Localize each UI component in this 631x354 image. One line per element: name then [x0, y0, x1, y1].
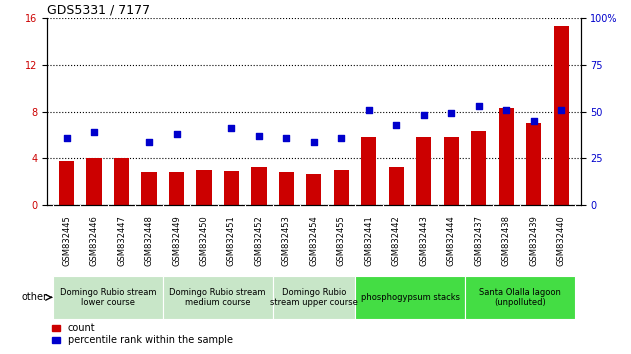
Text: GDS5331 / 7177: GDS5331 / 7177: [47, 4, 150, 17]
Point: [336, 135, 346, 141]
Bar: [224, 171, 239, 205]
Bar: [141, 172, 156, 205]
Bar: [86, 159, 102, 205]
Text: GSM832452: GSM832452: [254, 215, 264, 266]
Bar: [444, 137, 459, 205]
Bar: [355, 276, 465, 319]
Bar: [196, 170, 211, 205]
Bar: [526, 123, 541, 205]
Bar: [334, 170, 349, 205]
Point: [172, 131, 182, 137]
Bar: [169, 172, 184, 205]
Bar: [554, 26, 569, 205]
Bar: [389, 167, 404, 205]
Text: GSM832445: GSM832445: [62, 215, 71, 266]
Text: Domingo Rubio stream
medium course: Domingo Rubio stream medium course: [170, 288, 266, 307]
Text: Domingo Rubio stream
lower course: Domingo Rubio stream lower course: [59, 288, 156, 307]
Bar: [114, 159, 129, 205]
Text: GSM832455: GSM832455: [337, 215, 346, 266]
Bar: [273, 276, 355, 319]
Text: GSM832449: GSM832449: [172, 215, 181, 266]
Point: [61, 135, 71, 141]
Point: [557, 107, 567, 113]
Bar: [498, 108, 514, 205]
Text: GSM832450: GSM832450: [199, 215, 208, 266]
Text: GSM832439: GSM832439: [529, 215, 538, 266]
Legend: count, percentile rank within the sample: count, percentile rank within the sample: [52, 324, 233, 346]
Point: [446, 110, 456, 116]
Text: GSM832454: GSM832454: [309, 215, 319, 266]
Point: [474, 103, 484, 109]
Bar: [53, 276, 163, 319]
Point: [501, 107, 511, 113]
Point: [89, 129, 99, 135]
Point: [391, 122, 401, 127]
Bar: [251, 167, 266, 205]
Point: [419, 113, 429, 118]
Point: [529, 118, 539, 124]
Point: [254, 133, 264, 139]
Text: Santa Olalla lagoon
(unpolluted): Santa Olalla lagoon (unpolluted): [479, 288, 561, 307]
Bar: [279, 172, 294, 205]
Text: GSM832438: GSM832438: [502, 215, 511, 266]
Text: GSM832448: GSM832448: [144, 215, 153, 266]
Text: GSM832442: GSM832442: [392, 215, 401, 266]
Text: GSM832444: GSM832444: [447, 215, 456, 266]
Bar: [471, 131, 487, 205]
Text: GSM832443: GSM832443: [420, 215, 428, 266]
Text: GSM832437: GSM832437: [475, 215, 483, 266]
Bar: [163, 276, 273, 319]
Text: GSM832453: GSM832453: [282, 215, 291, 266]
Text: phosphogypsum stacks: phosphogypsum stacks: [361, 293, 459, 302]
Point: [281, 135, 292, 141]
Bar: [416, 137, 432, 205]
Bar: [59, 161, 74, 205]
Text: GSM832451: GSM832451: [227, 215, 236, 266]
Point: [309, 139, 319, 144]
Text: Domingo Rubio
stream upper course: Domingo Rubio stream upper course: [270, 288, 358, 307]
Point: [364, 107, 374, 113]
Text: GSM832447: GSM832447: [117, 215, 126, 266]
Point: [227, 126, 237, 131]
Text: other: other: [21, 292, 47, 302]
Text: GSM832446: GSM832446: [90, 215, 98, 266]
Bar: [307, 174, 321, 205]
Point: [144, 139, 154, 144]
Text: GSM832440: GSM832440: [557, 215, 566, 266]
Text: GSM832441: GSM832441: [364, 215, 374, 266]
Bar: [465, 276, 575, 319]
Bar: [362, 137, 377, 205]
